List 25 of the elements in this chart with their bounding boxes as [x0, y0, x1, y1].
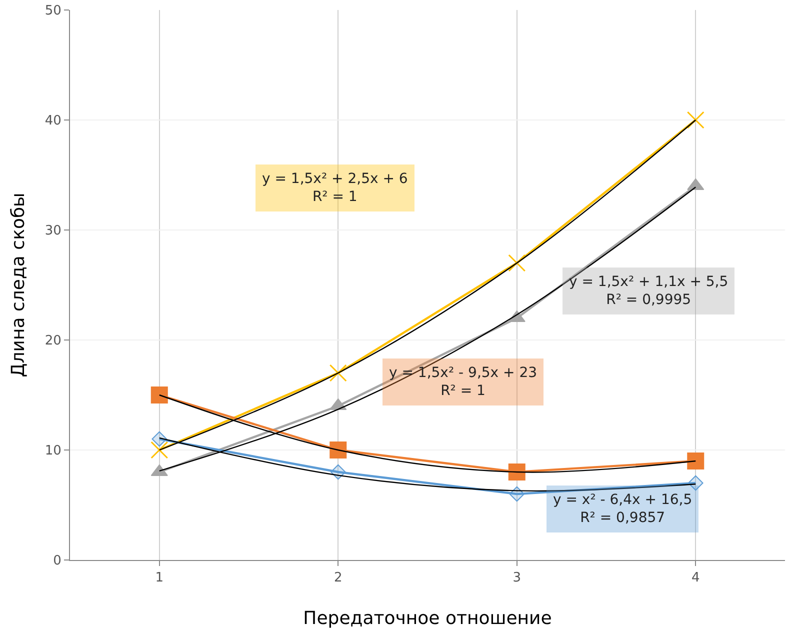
- point: [152, 431, 168, 447]
- annotation: y = x² - 6,4x + 16,5 R² = 0,9857: [553, 492, 692, 526]
- y-tick-label: 50: [44, 4, 62, 19]
- y-axis-title: Длина следа скобы: [8, 192, 29, 378]
- x-tick-label: 1: [155, 570, 164, 586]
- annotation: y = 1,5x² + 2,5x + 6 R² = 1: [262, 171, 408, 206]
- annotation: y = 1,5x² + 1,1x + 5,5 R² = 0,9995: [569, 274, 728, 308]
- x-tick-label: 2: [334, 570, 342, 586]
- point: [150, 441, 168, 459]
- x-axis-title: Передаточное отношение: [303, 608, 552, 629]
- point: [687, 452, 704, 470]
- annotation: y = 1,5x² - 9,5x + 23 R² = 1: [389, 365, 538, 400]
- point: [508, 254, 526, 272]
- y-tick-label: 40: [44, 114, 62, 129]
- y-tick-label: 30: [44, 224, 62, 239]
- point: [329, 364, 347, 382]
- x-tick-label: 4: [691, 570, 700, 586]
- y-tick-label: 20: [44, 334, 62, 349]
- point: [508, 464, 526, 480]
- point: [686, 111, 704, 129]
- x-tick-label: 3: [512, 570, 522, 586]
- y-tick-label: 0: [53, 554, 62, 569]
- y-tick-label: 10: [44, 444, 62, 459]
- point: [330, 442, 347, 458]
- point: [150, 386, 168, 404]
